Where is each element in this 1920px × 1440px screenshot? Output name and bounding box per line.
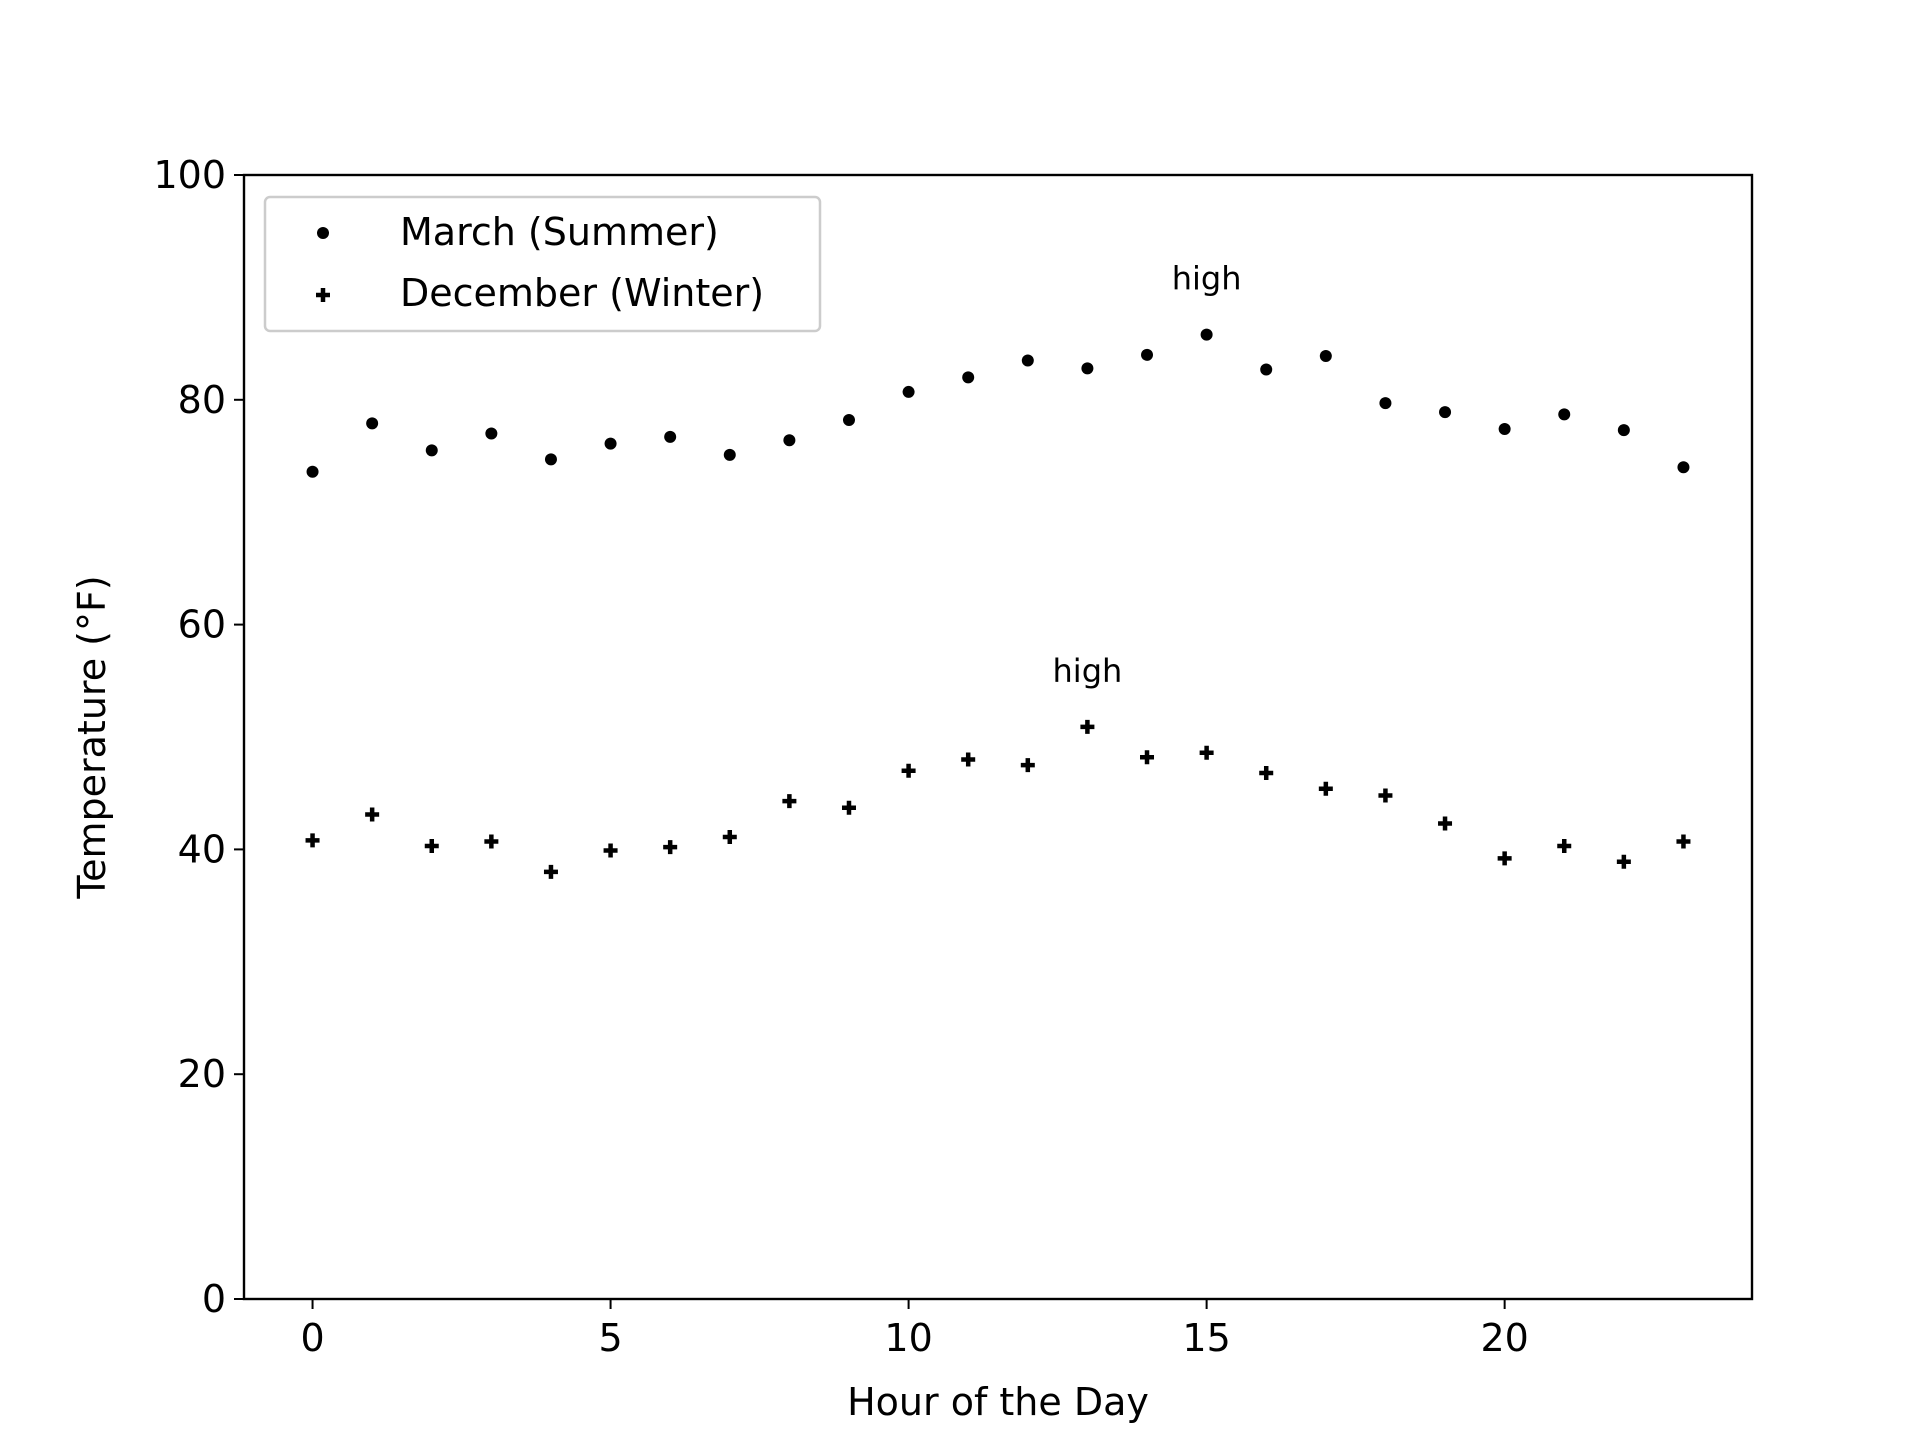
march-data-point	[1021, 354, 1034, 367]
march-data-point	[1617, 424, 1630, 437]
december-data-point	[961, 752, 976, 767]
x-tick-label: 20	[1480, 1316, 1528, 1360]
y-tick-label: 0	[202, 1277, 226, 1321]
march-data-point	[1200, 328, 1213, 341]
december-data-point	[1318, 781, 1333, 796]
y-tick-label: 60	[178, 603, 226, 647]
x-axis-label: Hour of the Day	[847, 1380, 1149, 1424]
x-tick-label: 10	[884, 1316, 932, 1360]
legend-marker-december	[316, 288, 330, 302]
march-data-point	[783, 434, 796, 447]
december-data-point	[484, 834, 499, 849]
march-data-point	[723, 448, 736, 461]
march-data-point	[1677, 461, 1690, 474]
legend-marker-march	[317, 227, 329, 239]
plot-frame	[242, 173, 1754, 1301]
legend-box	[263, 195, 822, 333]
y-tick-label: 20	[178, 1052, 226, 1096]
march-data-point	[604, 437, 617, 450]
legend: March (Summer) December (Winter)	[263, 195, 822, 333]
legend-label-march: March (Summer)	[400, 210, 719, 254]
x-axis-ticks: 0 5 10 15 20	[300, 1299, 1529, 1360]
december-data-point	[365, 807, 380, 822]
december-data-point	[1497, 851, 1512, 866]
march-data-point	[1558, 408, 1571, 421]
march-data-point	[1141, 348, 1154, 361]
y-tick-label: 40	[178, 827, 226, 871]
december-high-annotation: high	[1053, 652, 1123, 690]
y-axis-label: Temperature (°F)	[70, 575, 114, 899]
march-data-point	[485, 427, 498, 440]
december-data-point	[1616, 854, 1631, 869]
december-data-point	[722, 830, 737, 845]
december-data-point	[424, 839, 439, 854]
x-tick-label: 15	[1182, 1316, 1230, 1360]
march-data-point	[366, 417, 379, 430]
y-axis-ticks: 0 20 40 60 80 100	[153, 153, 244, 1321]
december-data-point	[1080, 719, 1095, 734]
march-data-point	[1379, 397, 1392, 410]
x-tick-label: 5	[598, 1316, 622, 1360]
march-data-point	[902, 385, 915, 398]
december-data-point	[663, 840, 678, 855]
december-data-point	[1020, 758, 1035, 773]
march-data-point	[664, 430, 677, 443]
march-data-point	[425, 444, 438, 457]
december-data-point	[305, 833, 320, 848]
december-data-point	[1378, 788, 1393, 803]
december-data-point	[1676, 834, 1691, 849]
december-data-point	[1438, 816, 1453, 831]
annotations: high high	[1053, 260, 1242, 690]
december-data-point	[1199, 745, 1214, 760]
december-data-point	[841, 800, 856, 815]
march-data-point	[306, 465, 319, 478]
december-data-point	[603, 843, 618, 858]
x-tick-label: 0	[300, 1316, 324, 1360]
y-tick-label: 80	[178, 378, 226, 422]
march-data-point	[842, 414, 855, 427]
march-data-point	[1439, 406, 1452, 419]
legend-label-december: December (Winter)	[400, 271, 764, 315]
march-data-point	[962, 371, 975, 384]
december-data-point	[1557, 839, 1572, 854]
december-data-point	[543, 864, 558, 879]
plot-layer	[305, 328, 1691, 879]
december-data-point	[1259, 765, 1274, 780]
march-data-point	[1260, 363, 1273, 376]
march-high-annotation: high	[1172, 260, 1242, 298]
march-data-point	[1498, 423, 1511, 436]
december-data-point	[782, 794, 797, 809]
december-data-point	[901, 763, 916, 778]
march-data-point	[1319, 349, 1332, 362]
march-data-point	[544, 453, 557, 466]
y-tick-label: 100	[153, 153, 226, 197]
march-data-point	[1081, 362, 1094, 375]
december-data-point	[1140, 750, 1155, 765]
